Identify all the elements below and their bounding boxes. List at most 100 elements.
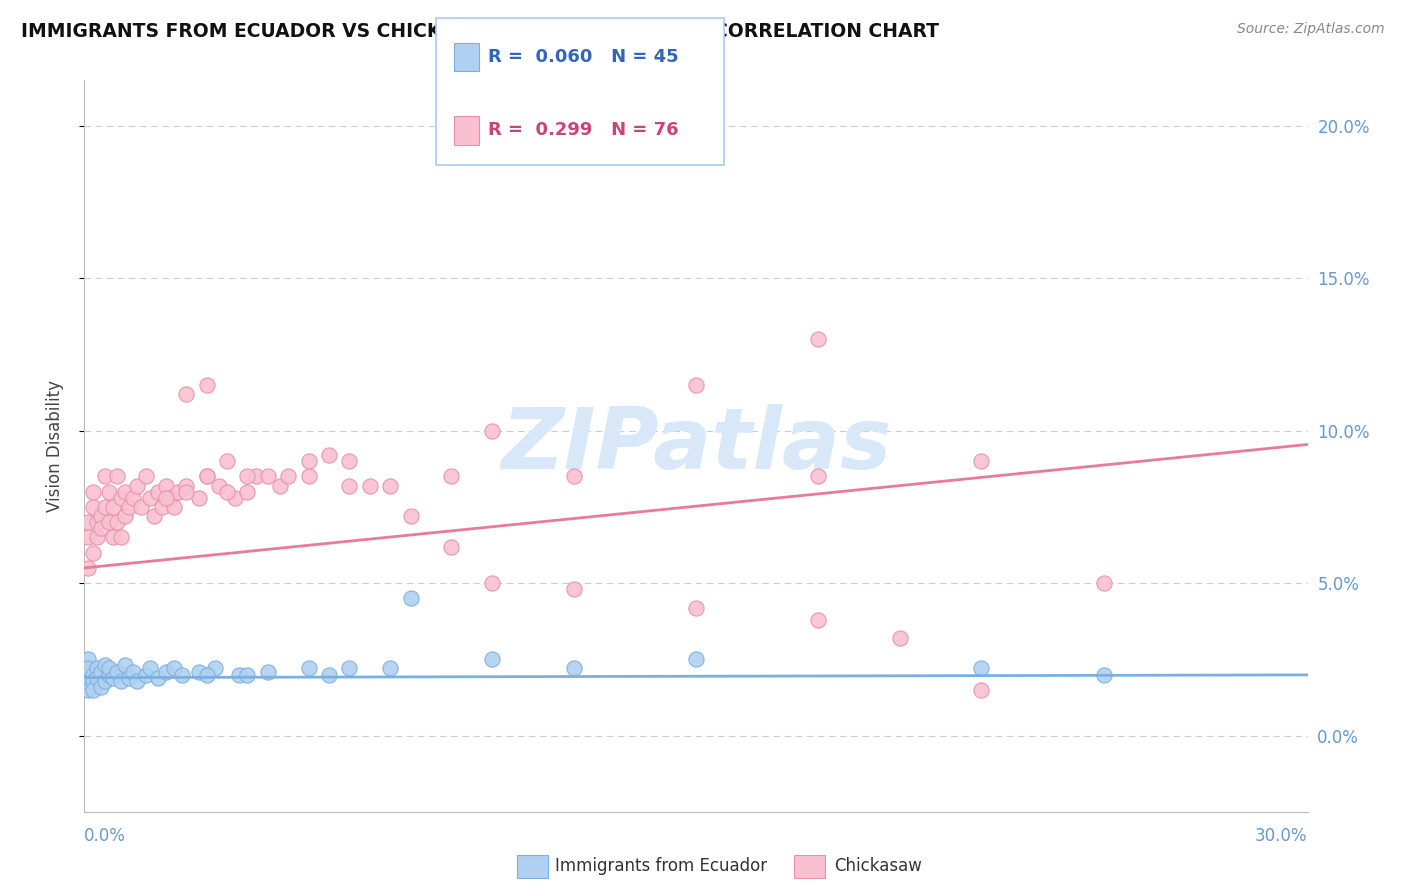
Point bbox=[110, 673, 132, 688]
Point bbox=[93, 673, 115, 688]
Point bbox=[257, 469, 280, 483]
Point bbox=[90, 665, 112, 679]
Text: 30.0%: 30.0% bbox=[1256, 827, 1308, 845]
Point bbox=[399, 509, 422, 524]
Point bbox=[298, 661, 321, 675]
Point bbox=[146, 671, 169, 685]
Point bbox=[114, 509, 136, 524]
Point bbox=[380, 478, 402, 492]
Point bbox=[195, 469, 218, 483]
Point bbox=[970, 682, 993, 697]
Point bbox=[122, 665, 145, 679]
Point bbox=[685, 600, 707, 615]
Point bbox=[150, 500, 173, 514]
Point bbox=[807, 613, 830, 627]
Text: Source: ZipAtlas.com: Source: ZipAtlas.com bbox=[1237, 22, 1385, 37]
Point bbox=[138, 491, 160, 505]
Point bbox=[142, 509, 165, 524]
Point bbox=[93, 658, 115, 673]
Point bbox=[277, 469, 299, 483]
Point bbox=[1092, 667, 1115, 681]
Point bbox=[77, 682, 100, 697]
Text: IMMIGRANTS FROM ECUADOR VS CHICKASAW VISION DISABILITY CORRELATION CHART: IMMIGRANTS FROM ECUADOR VS CHICKASAW VIS… bbox=[21, 22, 939, 41]
Point bbox=[77, 652, 100, 666]
Point bbox=[245, 469, 267, 483]
Point bbox=[159, 491, 181, 505]
Point bbox=[217, 454, 239, 468]
Point bbox=[562, 582, 585, 597]
Point bbox=[174, 484, 197, 499]
Point bbox=[807, 469, 830, 483]
Point bbox=[257, 665, 280, 679]
Point bbox=[97, 661, 120, 675]
Point bbox=[163, 500, 186, 514]
Y-axis label: Vision Disability: Vision Disability bbox=[45, 380, 63, 512]
Point bbox=[359, 478, 381, 492]
Point bbox=[236, 484, 259, 499]
Point bbox=[90, 680, 112, 694]
Text: Immigrants from Ecuador: Immigrants from Ecuador bbox=[555, 857, 768, 875]
Point bbox=[127, 478, 149, 492]
Point bbox=[101, 530, 124, 544]
Point bbox=[481, 424, 503, 438]
Point bbox=[481, 652, 503, 666]
Point bbox=[86, 530, 108, 544]
Point bbox=[228, 667, 250, 681]
Point bbox=[339, 661, 361, 675]
Point bbox=[440, 540, 463, 554]
Point bbox=[399, 591, 422, 606]
Point bbox=[685, 378, 707, 392]
Point bbox=[195, 667, 218, 681]
Point bbox=[82, 500, 104, 514]
Point bbox=[298, 469, 321, 483]
Point bbox=[82, 673, 104, 688]
Point bbox=[236, 469, 259, 483]
Point bbox=[135, 667, 157, 681]
Point bbox=[90, 509, 112, 524]
Point bbox=[155, 491, 177, 505]
Text: R =  0.060   N = 45: R = 0.060 N = 45 bbox=[488, 48, 679, 66]
Point bbox=[101, 671, 124, 685]
Point bbox=[105, 665, 128, 679]
Point bbox=[562, 469, 585, 483]
Point bbox=[97, 667, 120, 681]
Point bbox=[86, 661, 108, 675]
Point bbox=[90, 521, 112, 535]
Point bbox=[172, 667, 194, 681]
Point bbox=[131, 500, 153, 514]
Point bbox=[163, 661, 186, 675]
Point bbox=[339, 478, 361, 492]
Point bbox=[269, 478, 291, 492]
Text: ZIPatlas: ZIPatlas bbox=[501, 404, 891, 488]
Point bbox=[93, 469, 115, 483]
Point bbox=[77, 530, 100, 544]
Point bbox=[155, 478, 177, 492]
Point bbox=[77, 561, 100, 575]
Point bbox=[481, 576, 503, 591]
Point bbox=[105, 469, 128, 483]
Point bbox=[970, 661, 993, 675]
Point bbox=[155, 665, 177, 679]
Point bbox=[318, 667, 340, 681]
Point bbox=[114, 658, 136, 673]
Point bbox=[122, 491, 145, 505]
Point bbox=[174, 387, 197, 401]
Point bbox=[562, 661, 585, 675]
Point bbox=[146, 484, 169, 499]
Point bbox=[685, 652, 707, 666]
Point bbox=[82, 682, 104, 697]
Point bbox=[77, 661, 100, 675]
Point bbox=[1092, 576, 1115, 591]
Point bbox=[82, 667, 104, 681]
Point bbox=[86, 515, 108, 529]
Point bbox=[82, 546, 104, 560]
Point bbox=[77, 667, 100, 681]
Point bbox=[195, 469, 218, 483]
Point bbox=[217, 484, 239, 499]
Point bbox=[118, 671, 141, 685]
Text: Chickasaw: Chickasaw bbox=[834, 857, 922, 875]
Point bbox=[339, 454, 361, 468]
Point bbox=[187, 491, 209, 505]
Point bbox=[195, 378, 218, 392]
Point bbox=[93, 500, 115, 514]
